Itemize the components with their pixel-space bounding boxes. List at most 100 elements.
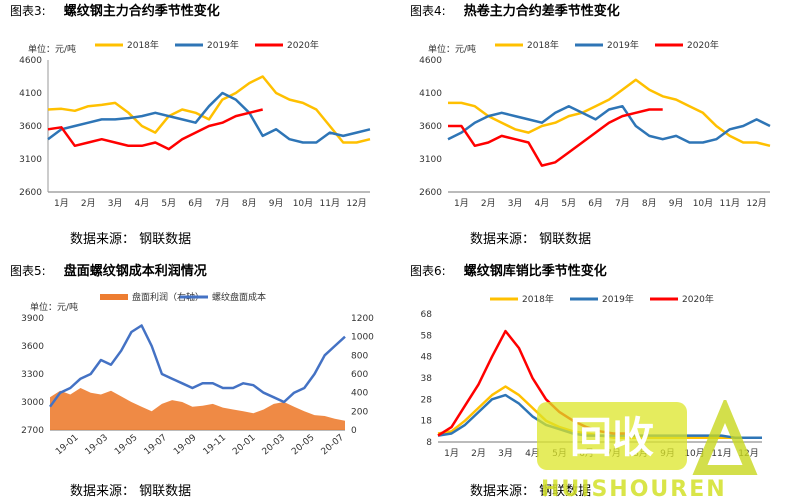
figure-number: 图表4:: [410, 4, 446, 18]
x-tick-label: 10月: [293, 198, 313, 209]
x-tick-label: 6月: [588, 198, 603, 209]
x-tick-label: 5月: [552, 448, 567, 459]
x-tick-label: 9月: [269, 198, 284, 209]
x-tick-label: 8月: [642, 198, 657, 209]
y-tick-label: 3100: [419, 155, 442, 165]
chart-hrc-seasonal: 单位：元/吨 2018年 2019年 2020年 2600 3100 3600 4100 460…: [419, 39, 771, 209]
legend-label: 2018年: [527, 39, 559, 51]
data-source: 数据来源： 钢联数据: [470, 484, 592, 499]
x-tick-label: 1月: [444, 448, 459, 459]
y-tick-label: 38: [421, 374, 433, 384]
series-line-1: [447, 104, 771, 144]
x-tick-label: 1月: [54, 198, 69, 209]
y-tick-label: 4100: [419, 89, 442, 99]
y-tick-label: 68: [421, 310, 433, 320]
figure-number: 图表3:: [10, 4, 46, 18]
x-tick-label: 7月: [215, 198, 230, 209]
chart-cost-profit: 单位：元/吨 盘面利润（右轴） 螺纹盘面成本 2700 3000 3300 3600 3900…: [21, 291, 374, 457]
figure-title-text: 螺纹钢库销比季节性变化: [463, 264, 607, 279]
data-source: 数据来源： 钢联数据: [70, 484, 192, 499]
x-tick-label: 8月: [633, 448, 648, 459]
legend-label: 2020年: [687, 39, 719, 51]
y-tick-label: 2700: [21, 426, 44, 436]
y-tick-label: 3600: [21, 342, 44, 352]
x-tick-label: 19-11: [202, 433, 228, 457]
x-tick-label: 5月: [561, 198, 576, 209]
x-tick-label: 11月: [720, 198, 740, 209]
series-line-2: [448, 108, 663, 167]
y-tick-label: 2600: [19, 188, 42, 198]
x-tick-label: 4月: [135, 198, 150, 209]
x-tick-label: 12月: [746, 198, 766, 209]
y2-tick-label: 0: [351, 426, 357, 436]
x-tick-label: 4月: [535, 198, 550, 209]
series-line-0: [448, 78, 771, 148]
legend-label: 2020年: [682, 293, 714, 305]
x-tick-label: 7月: [606, 448, 621, 459]
y-tick-label: 4100: [19, 89, 42, 99]
y-tick-label: 3600: [419, 122, 442, 132]
y-tick-label: 4600: [419, 56, 442, 66]
x-tick-label: 9月: [669, 198, 684, 209]
figure-title: 图表4: 热卷主力合约差季节性变化: [410, 0, 620, 19]
y2-tick-label: 200: [351, 407, 368, 417]
x-tick-label: 10月: [684, 448, 704, 459]
legend-label: 2020年: [287, 39, 319, 51]
unit-label: 单位：元/吨: [428, 43, 476, 55]
legend-label: 2018年: [127, 39, 159, 51]
y-tick-label: 3100: [19, 155, 42, 165]
y-tick-label: 2600: [419, 188, 442, 198]
x-tick-label: 20-05: [290, 433, 316, 457]
legend-label: 盘面利润（右轴）: [132, 291, 204, 303]
x-tick-label: 11月: [320, 198, 340, 209]
figure-title: 图表5: 盘面螺纹钢成本利润情况: [10, 260, 207, 279]
y-tick-label: 3600: [19, 122, 42, 132]
figure-title-text: 盘面螺纹钢成本利润情况: [63, 264, 207, 279]
legend-label: 2019年: [207, 39, 239, 51]
panel-rebar-seasonal: 图表3: 螺纹钢主力合约季节性变化 单位：元/吨 2018年 2019年 2020年 26…: [0, 0, 400, 250]
x-tick-label: 12月: [738, 448, 758, 459]
unit-label: 单位：元/吨: [28, 43, 76, 55]
figure-title-text: 螺纹钢主力合约季节性变化: [63, 4, 220, 19]
y2-tick-label: 800: [351, 351, 368, 361]
x-tick-label: 12月: [346, 198, 366, 209]
x-tick-label: 20-01: [231, 433, 257, 457]
x-tick-label: 2月: [471, 448, 486, 459]
series-line-0: [47, 75, 371, 144]
x-tick-label: 19-03: [84, 433, 110, 457]
x-tick-label: 20-07: [320, 433, 346, 457]
figure-title-text: 热卷主力合约差季节性变化: [463, 4, 620, 19]
data-source: 数据来源： 钢联数据: [470, 232, 592, 247]
x-tick-label: 6月: [188, 198, 203, 209]
x-tick-label: 7月: [615, 198, 630, 209]
y-tick-label: 58: [421, 331, 433, 341]
x-tick-label: 6月: [579, 448, 594, 459]
unit-label: 单位：元/吨: [30, 301, 78, 313]
x-tick-label: 4月: [525, 448, 540, 459]
x-tick-label: 5月: [161, 198, 176, 209]
figure-title: 图表6: 螺纹钢库销比季节性变化: [410, 260, 607, 279]
y-tick-label: 3300: [21, 370, 44, 380]
x-tick-label: 8月: [242, 198, 257, 209]
series-line-1: [48, 324, 346, 408]
legend-label: 螺纹盘面成本: [212, 291, 266, 303]
x-tick-label: 20-03: [261, 433, 287, 457]
figure-title: 图表3: 螺纹钢主力合约季节性变化: [10, 0, 220, 19]
panel-hrc-seasonal: 图表4: 热卷主力合约差季节性变化 单位：元/吨 2018年 2019年 2020年 26…: [400, 0, 800, 250]
x-tick-label: 10月: [693, 198, 713, 209]
x-tick-label: 1月: [454, 198, 469, 209]
x-tick-label: 2月: [81, 198, 96, 209]
panel-inventory-sales-ratio: 图表6: 螺纹钢库销比季节性变化 2018年 2019年 2020年 8 18 28 38 48…: [400, 250, 800, 500]
series-line-2: [47, 108, 263, 151]
legend-label: 2018年: [522, 293, 554, 305]
y2-tick-label: 400: [351, 389, 368, 399]
x-tick-label: 19-01: [54, 433, 80, 457]
x-tick-label: 3月: [508, 198, 523, 209]
x-tick-label: 3月: [108, 198, 123, 209]
x-tick-label: 9月: [660, 448, 675, 459]
y-tick-label: 48: [421, 353, 433, 363]
x-tick-label: 3月: [498, 448, 513, 459]
x-tick-label: 19-07: [143, 433, 169, 457]
figure-number: 图表6:: [410, 264, 446, 278]
legend-label: 2019年: [607, 39, 639, 51]
